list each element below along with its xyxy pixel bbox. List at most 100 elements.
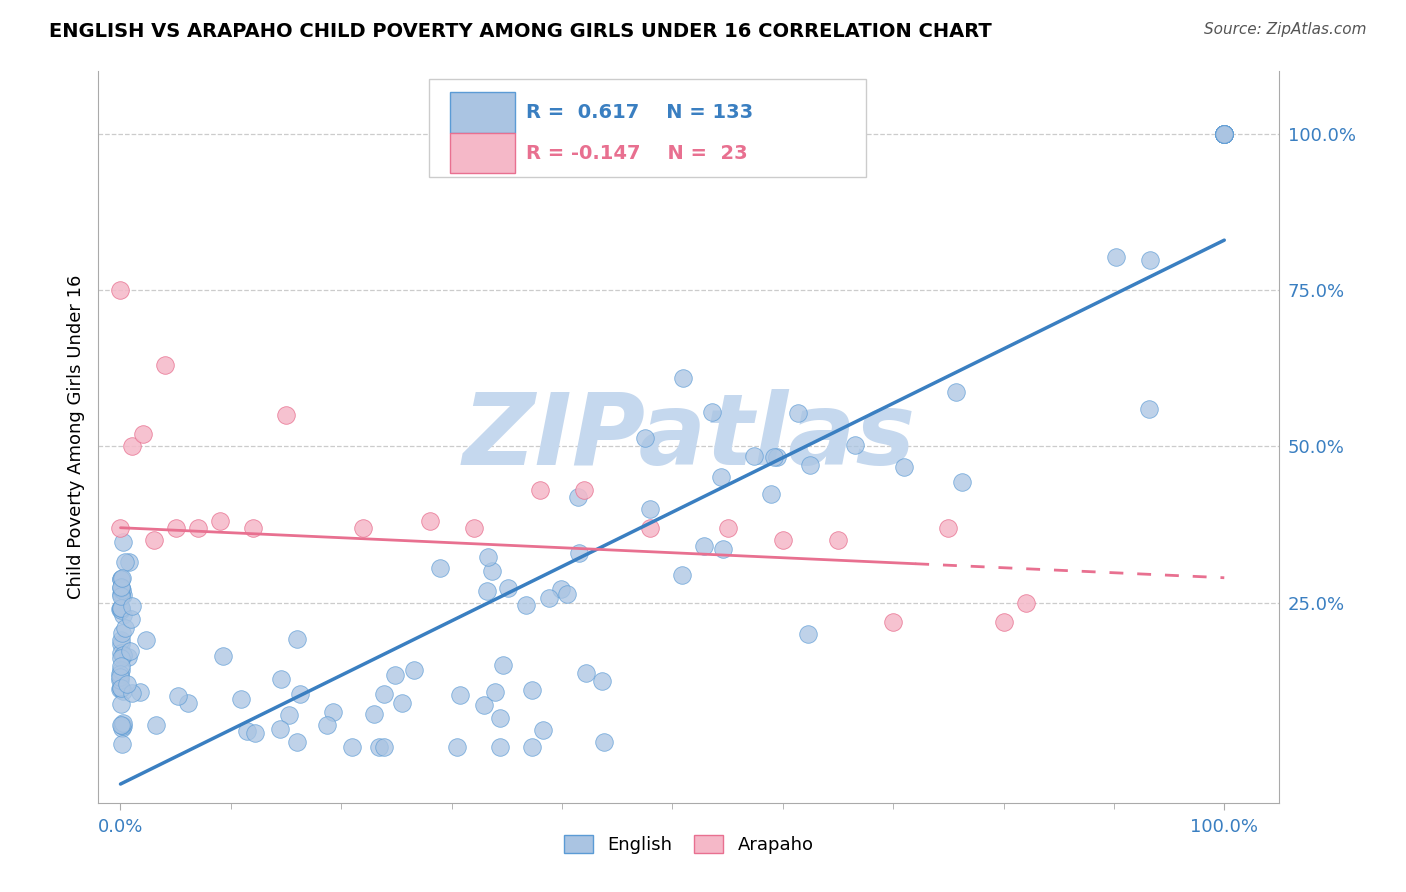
Point xyxy=(419,515,441,529)
Point xyxy=(115,677,138,691)
Point xyxy=(145,718,167,732)
Point xyxy=(993,615,1015,629)
Point xyxy=(367,739,389,754)
Point xyxy=(340,739,363,754)
Point xyxy=(110,601,132,615)
Point xyxy=(533,723,555,737)
Point xyxy=(762,450,785,464)
Point xyxy=(135,633,157,648)
Point xyxy=(111,535,134,549)
Point xyxy=(700,405,723,419)
Point xyxy=(1105,250,1128,264)
Point xyxy=(716,521,738,535)
Point xyxy=(121,686,143,700)
Point xyxy=(575,666,598,681)
Point xyxy=(129,685,152,699)
Point xyxy=(893,460,915,475)
Point xyxy=(187,521,209,535)
Point xyxy=(488,739,510,754)
Point xyxy=(229,691,252,706)
Point xyxy=(110,681,132,695)
Point xyxy=(274,408,297,422)
Point xyxy=(1213,127,1236,141)
Point xyxy=(638,502,661,516)
Point xyxy=(936,521,959,535)
Point xyxy=(166,689,188,703)
Point xyxy=(111,721,134,735)
FancyBboxPatch shape xyxy=(450,93,516,133)
Text: R = -0.147    N =  23: R = -0.147 N = 23 xyxy=(526,144,748,162)
Point xyxy=(110,283,132,297)
Point xyxy=(111,649,134,664)
Point xyxy=(567,490,589,504)
Point xyxy=(1213,127,1236,141)
Point xyxy=(827,533,849,548)
Point xyxy=(322,705,344,719)
Point xyxy=(110,572,132,586)
Point xyxy=(711,542,734,557)
Point xyxy=(787,406,810,420)
Point xyxy=(591,674,613,689)
Point xyxy=(1213,127,1236,141)
FancyBboxPatch shape xyxy=(429,78,866,178)
Point xyxy=(1213,127,1236,141)
Point xyxy=(373,739,395,754)
Point xyxy=(110,667,132,681)
Point xyxy=(110,658,132,673)
Point xyxy=(950,475,973,489)
Point xyxy=(120,612,142,626)
Point xyxy=(1213,127,1236,141)
Point xyxy=(110,600,132,615)
Point xyxy=(1213,127,1236,141)
Point xyxy=(496,581,519,595)
Point xyxy=(529,483,551,498)
Point xyxy=(177,697,200,711)
Point xyxy=(484,685,506,699)
Point xyxy=(1213,127,1236,141)
Point xyxy=(110,646,132,660)
Point xyxy=(363,707,385,722)
Point xyxy=(112,608,135,623)
Point xyxy=(1213,127,1236,141)
Point xyxy=(111,717,134,731)
Point xyxy=(671,568,693,582)
Point xyxy=(212,649,235,664)
Text: R =  0.617    N = 133: R = 0.617 N = 133 xyxy=(526,103,754,122)
Point xyxy=(352,521,374,535)
Point xyxy=(384,668,406,682)
Point xyxy=(472,698,495,713)
Point xyxy=(111,719,134,733)
Point xyxy=(1139,252,1161,267)
Point xyxy=(112,716,135,731)
Point xyxy=(110,673,132,688)
Point xyxy=(550,582,572,596)
Point xyxy=(1213,127,1236,141)
Point xyxy=(796,627,818,641)
Point xyxy=(110,581,132,595)
Point xyxy=(522,739,544,754)
Point xyxy=(634,431,657,445)
Point xyxy=(710,469,733,483)
Point xyxy=(110,681,132,696)
Point xyxy=(110,572,132,586)
Y-axis label: Child Poverty Among Girls Under 16: Child Poverty Among Girls Under 16 xyxy=(66,275,84,599)
Point xyxy=(592,735,614,749)
Point xyxy=(1014,596,1036,610)
Point xyxy=(391,696,413,710)
Point xyxy=(243,726,266,740)
Text: ZIPatlas: ZIPatlas xyxy=(463,389,915,485)
Point xyxy=(153,358,176,372)
Point xyxy=(287,735,309,749)
Point xyxy=(269,722,291,736)
Point xyxy=(1213,127,1236,141)
Point xyxy=(110,718,132,732)
Point xyxy=(402,663,425,677)
Point xyxy=(693,539,716,553)
Point xyxy=(515,599,537,613)
Point xyxy=(481,565,503,579)
Point xyxy=(463,521,485,535)
Point xyxy=(477,550,499,565)
Point xyxy=(1213,127,1236,141)
Point xyxy=(110,637,132,651)
Point xyxy=(121,440,143,454)
